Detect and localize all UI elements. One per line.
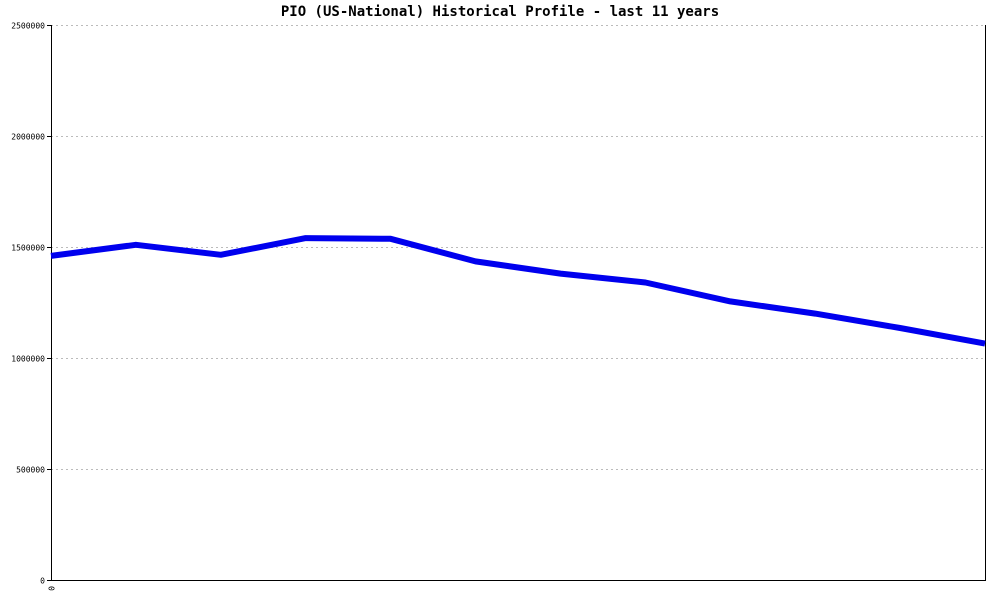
series-layer: [50, 235, 986, 347]
x-tick-label: 0: [47, 586, 56, 591]
tick-labels: 0 500000 1000000 1500000 2000000 2500000 0: [11, 22, 55, 592]
grid-lines: [51, 25, 985, 470]
y-tick-label: 1000000: [11, 355, 45, 364]
y-tick-label: 1500000: [11, 244, 45, 253]
y-tick-label: 2000000: [11, 133, 45, 142]
chart-title: PIO (US-National) Historical Profile - l…: [280, 4, 720, 20]
series-line: [50, 235, 986, 347]
axes: [47, 25, 986, 581]
y-tick-label: 0: [40, 577, 45, 586]
y-tick-label: 2500000: [11, 22, 45, 31]
y-tick-label: 500000: [16, 466, 45, 475]
